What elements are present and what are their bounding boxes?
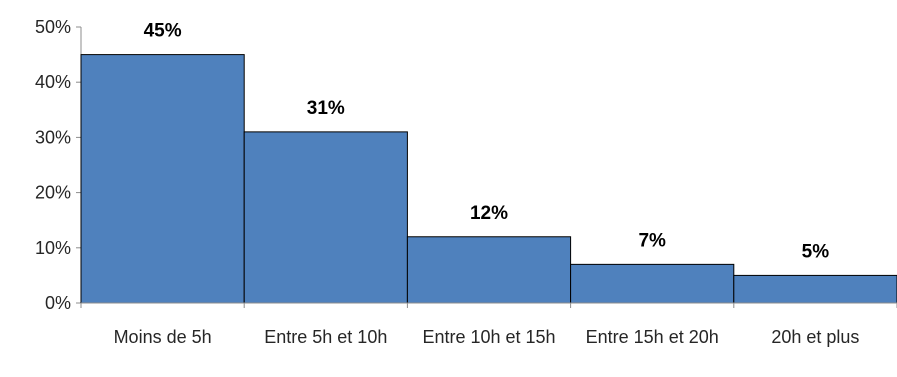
data-label: 45% — [144, 21, 182, 42]
x-axis: Moins de 5h Entre 5h et 10h Entre 10h et 1… — [80, 302, 897, 347]
data-label: 7% — [638, 230, 666, 251]
y-tick-label: 30% — [35, 127, 71, 147]
y-tick-label: 0% — [45, 293, 71, 313]
data-label: 12% — [470, 203, 508, 224]
x-category-label: Entre 10h et 15h — [422, 327, 555, 347]
bar — [406, 236, 572, 304]
bar — [80, 54, 245, 304]
x-category-label: Entre 15h et 20h — [586, 327, 719, 347]
x-category-label: Entre 5h et 10h — [264, 327, 387, 347]
bar — [570, 263, 735, 304]
bars-group: 45% 31% 12% 7% 5% — [80, 21, 897, 304]
data-label: 31% — [307, 98, 345, 119]
y-axis: 0% 10% 20% 30% 40% 50% — [35, 17, 82, 313]
y-tick-label: 40% — [35, 72, 71, 92]
bar — [243, 131, 408, 304]
x-category-label: Moins de 5h — [114, 327, 212, 347]
x-category-label: 20h et plus — [771, 327, 859, 347]
data-label: 5% — [802, 241, 830, 262]
y-tick-label: 20% — [35, 183, 71, 203]
y-tick-label: 10% — [35, 238, 71, 258]
y-tick-label: 50% — [35, 17, 71, 37]
bar — [733, 274, 897, 304]
